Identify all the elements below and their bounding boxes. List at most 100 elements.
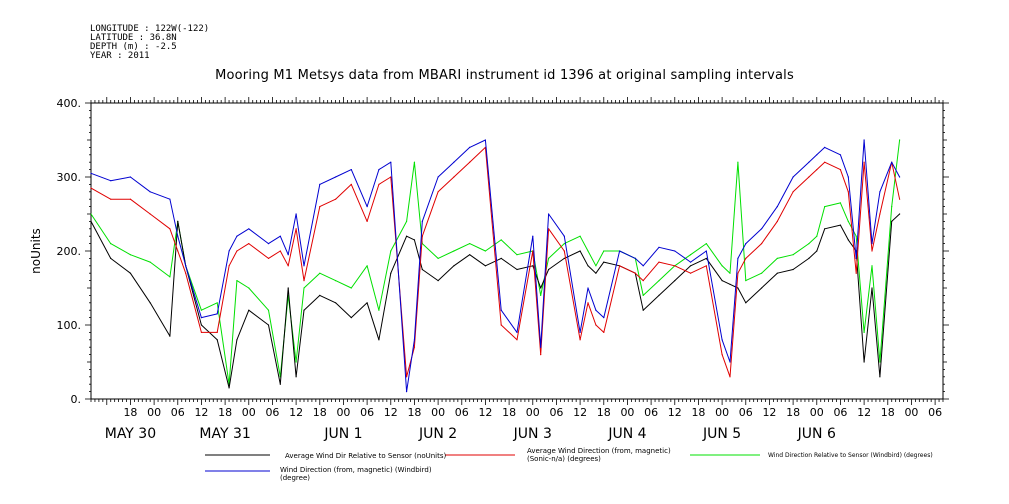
legend-label-blue-text: Wind Direction (from, magnetic) (Windbir… (280, 466, 432, 482)
data-point (169, 276, 171, 278)
data-point (745, 302, 747, 304)
x-day-label: JUN 2 (418, 426, 457, 442)
data-point (267, 243, 270, 245)
data-point (587, 302, 589, 304)
data-point (413, 239, 416, 241)
data-point (879, 361, 881, 363)
x-tick-label: 06 (549, 406, 563, 419)
data-point (642, 265, 644, 267)
data-point (295, 228, 297, 230)
data-point (847, 239, 849, 241)
x-tick-label: 18 (218, 406, 232, 419)
data-point (816, 169, 818, 171)
x-tick-label: 12 (194, 406, 208, 419)
data-point (390, 272, 392, 274)
meta-longitude: LONGITUDE : 122W(-122) (90, 24, 210, 34)
data-point (334, 198, 337, 200)
data-point (540, 354, 542, 356)
data-point (634, 257, 636, 259)
data-point (295, 361, 297, 363)
data-point (891, 206, 893, 208)
data-point (303, 309, 305, 311)
data-point (760, 243, 763, 245)
data-point (532, 265, 534, 267)
data-point (453, 176, 455, 178)
data-point (540, 294, 542, 296)
x-tick-label: 06 (928, 406, 942, 419)
data-point (177, 220, 179, 222)
data-point (484, 265, 487, 267)
data-point (453, 161, 455, 163)
data-point (871, 243, 873, 245)
x-tick-label: 06 (644, 406, 658, 419)
data-point (745, 243, 747, 245)
data-point (287, 254, 289, 256)
data-point (110, 243, 112, 245)
x-tick-label: 12 (478, 406, 492, 419)
data-point (295, 213, 297, 215)
data-point (808, 176, 810, 178)
data-point (149, 261, 151, 263)
data-point (642, 280, 644, 282)
x-tick-label: 12 (762, 406, 776, 419)
x-day-label: JUN 1 (323, 426, 362, 442)
data-point (729, 376, 731, 378)
data-point (169, 228, 171, 230)
data-point (469, 254, 471, 256)
data-point (839, 154, 842, 156)
data-point (776, 206, 778, 208)
x-tick-label: 00 (431, 406, 445, 419)
data-point (587, 287, 589, 289)
data-point (879, 191, 881, 193)
data-point (689, 272, 692, 274)
data-point (500, 239, 502, 241)
data-point (177, 250, 179, 252)
data-point (674, 250, 676, 252)
data-point (871, 265, 873, 267)
legend-label-black: Average Wind Dir Relative to Sensor (noU… (285, 452, 447, 460)
data-point (839, 169, 842, 171)
data-point (453, 265, 455, 267)
x-tick-label: 18 (313, 406, 327, 419)
data-point (760, 287, 763, 289)
data-point (847, 220, 849, 222)
data-point (437, 191, 439, 193)
data-point (149, 213, 151, 215)
data-point (839, 202, 842, 204)
data-point (863, 139, 865, 141)
data-point (879, 376, 881, 378)
data-point (405, 235, 408, 237)
data-point (484, 139, 487, 141)
x-tick-label: 18 (502, 406, 516, 419)
data-point (776, 272, 778, 274)
data-point (879, 213, 881, 215)
data-point (185, 272, 187, 274)
y-tick-label: 200. (57, 245, 82, 258)
data-point (595, 272, 597, 274)
data-point (405, 376, 408, 378)
data-point (871, 250, 873, 252)
data-point (200, 317, 203, 319)
data-point (303, 265, 305, 267)
data-point (721, 339, 723, 341)
data-point (469, 146, 471, 148)
data-point (689, 254, 692, 256)
data-point (129, 176, 132, 178)
data-point (200, 324, 203, 326)
data-point (579, 235, 581, 237)
data-point (824, 206, 826, 208)
x-tick-label: 18 (786, 406, 800, 419)
data-point (729, 283, 731, 285)
data-point (855, 272, 857, 274)
data-point (366, 220, 368, 222)
data-point (149, 302, 151, 304)
data-point (737, 161, 739, 163)
data-point (824, 146, 826, 148)
data-point (378, 183, 380, 185)
data-point (248, 309, 250, 311)
data-point (816, 235, 818, 237)
data-point (760, 272, 763, 274)
data-point (705, 257, 707, 259)
data-point (405, 391, 408, 393)
